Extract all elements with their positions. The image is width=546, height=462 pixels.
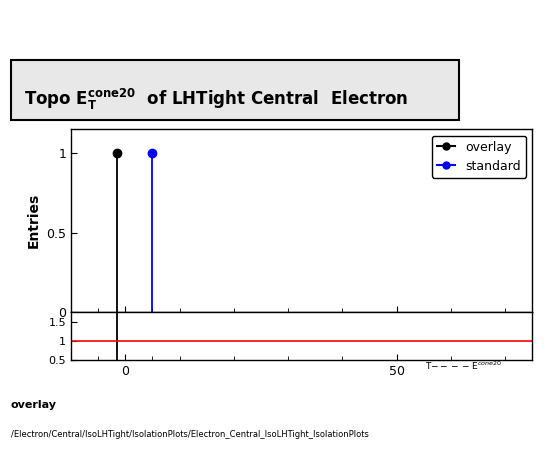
Y-axis label: Entries: Entries xyxy=(27,193,40,249)
Text: overlay: overlay xyxy=(11,400,57,410)
Text: /Electron/Central/IsoLHTight/IsolationPlots/Electron_Central_IsoLHTight_Isolatio: /Electron/Central/IsoLHTight/IsolationPl… xyxy=(11,430,369,438)
Text: T$----$E$^{cone20}$: T$----$E$^{cone20}$ xyxy=(425,359,502,372)
Text: Topo $\mathbf{E_T^{cone20}}$  of LHTight Central  Electron: Topo $\mathbf{E_T^{cone20}}$ of LHTight … xyxy=(25,86,409,112)
Legend: overlay, standard: overlay, standard xyxy=(432,136,526,178)
FancyBboxPatch shape xyxy=(11,60,459,120)
